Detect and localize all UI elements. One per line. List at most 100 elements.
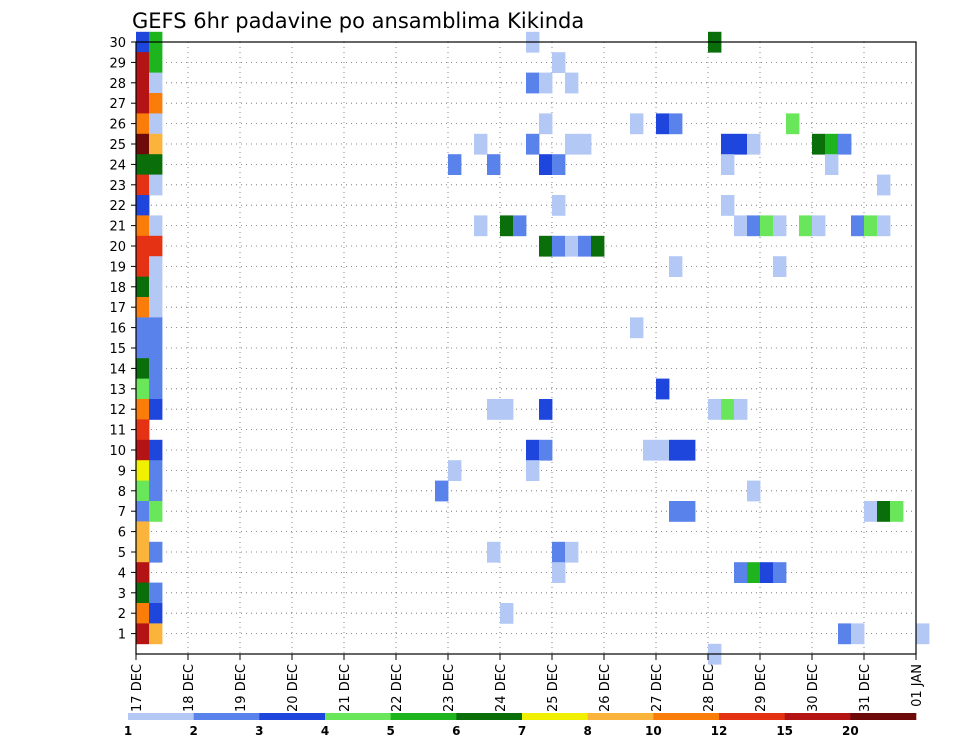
heatmap-cell bbox=[890, 501, 904, 522]
heatmap-cell bbox=[149, 358, 163, 379]
heatmap-cell bbox=[864, 501, 878, 522]
heatmap-cell bbox=[682, 439, 696, 461]
y-tick-label: 5 bbox=[118, 546, 126, 561]
heatmap-cell bbox=[539, 235, 553, 257]
heatmap-cell bbox=[708, 399, 722, 420]
colorbar-segment bbox=[784, 713, 851, 720]
colorbar-label: 1 bbox=[124, 724, 132, 738]
heatmap-cell bbox=[565, 72, 579, 94]
x-tick-label: 29 DEC bbox=[754, 664, 769, 712]
heatmap-cell bbox=[721, 399, 735, 420]
heatmap-cell bbox=[149, 174, 163, 196]
heatmap-cell bbox=[136, 562, 150, 583]
heatmap-cell bbox=[721, 195, 735, 216]
heatmap-cell bbox=[669, 113, 683, 135]
heatmap-cell bbox=[149, 256, 163, 277]
heatmap-cell bbox=[149, 541, 163, 563]
heatmap-cell bbox=[760, 562, 774, 583]
heatmap-cell bbox=[552, 541, 566, 563]
heatmap-cell bbox=[838, 133, 852, 155]
heatmap-cell bbox=[136, 582, 150, 604]
heatmap-cell bbox=[500, 399, 514, 420]
heatmap-cell bbox=[552, 562, 566, 583]
heatmap-cell bbox=[487, 399, 501, 420]
heatmap-cell bbox=[721, 154, 735, 175]
heatmap-cell bbox=[149, 480, 163, 502]
heatmap-cell bbox=[734, 562, 748, 583]
heatmap-cell bbox=[500, 215, 514, 237]
colorbar-segment bbox=[850, 713, 917, 720]
y-tick-label: 22 bbox=[109, 199, 126, 214]
heatmap-cell bbox=[136, 358, 150, 379]
colorbar-segment bbox=[587, 713, 654, 720]
heatmap-cell bbox=[136, 133, 150, 155]
heatmap-cell bbox=[539, 113, 553, 135]
heatmap-cell bbox=[851, 215, 865, 237]
heatmap-cell bbox=[149, 378, 163, 400]
heatmap-cell bbox=[513, 215, 527, 237]
x-tick-label: 27 DEC bbox=[650, 664, 665, 712]
heatmap-cell bbox=[786, 113, 800, 135]
heatmap-cell bbox=[916, 623, 930, 645]
colorbar-label: 20 bbox=[842, 724, 859, 738]
colorbar-label: 2 bbox=[189, 724, 197, 738]
heatmap-cell bbox=[136, 399, 150, 420]
x-tick-label: 28 DEC bbox=[702, 664, 717, 712]
colorbar-label: 4 bbox=[321, 724, 329, 738]
y-tick-label: 7 bbox=[118, 505, 126, 520]
heatmap-cell bbox=[721, 133, 735, 155]
heatmap-cell bbox=[487, 541, 501, 563]
y-tick-label: 30 bbox=[109, 36, 126, 51]
y-tick-label: 8 bbox=[118, 485, 126, 500]
heatmap-cell bbox=[877, 215, 891, 237]
y-tick-label: 11 bbox=[109, 424, 126, 439]
heatmap-cell bbox=[149, 235, 163, 257]
heatmap-cell bbox=[136, 235, 150, 257]
colorbar-label: 6 bbox=[452, 724, 460, 738]
heatmap-cell bbox=[851, 623, 865, 645]
heatmap-cell bbox=[630, 317, 644, 339]
y-tick-label: 16 bbox=[109, 322, 126, 337]
y-tick-label: 15 bbox=[109, 342, 126, 357]
heatmap-cell bbox=[773, 256, 787, 277]
heatmap-cell bbox=[565, 235, 579, 257]
colorbar-label: 7 bbox=[518, 724, 526, 738]
y-tick-label: 21 bbox=[109, 220, 126, 235]
heatmap-cell bbox=[747, 562, 761, 583]
y-tick-label: 9 bbox=[118, 464, 126, 479]
colorbar-segment bbox=[653, 713, 720, 720]
x-tick-label: 18 DEC bbox=[182, 664, 197, 712]
heatmap-cell bbox=[136, 72, 150, 94]
heatmap-cell bbox=[149, 603, 163, 624]
heatmap-cell bbox=[734, 399, 748, 420]
y-tick-label: 10 bbox=[109, 444, 126, 459]
x-tick-label: 23 DEC bbox=[442, 664, 457, 712]
chart-title: GEFS 6hr padavine po ansamblima Kikinda bbox=[132, 9, 584, 33]
heatmap-cell bbox=[149, 439, 163, 461]
x-tick-label: 26 DEC bbox=[598, 664, 613, 712]
heatmap-cell bbox=[500, 603, 514, 624]
x-tick-label: 24 DEC bbox=[494, 664, 509, 712]
x-tick-label: 25 DEC bbox=[546, 664, 561, 712]
y-tick-label: 3 bbox=[118, 587, 126, 602]
x-tick-label: 19 DEC bbox=[234, 664, 249, 712]
y-tick-label: 29 bbox=[109, 56, 126, 71]
heatmap-cell bbox=[773, 562, 787, 583]
heatmap-cell bbox=[136, 460, 150, 481]
heatmap-cell bbox=[136, 419, 150, 441]
heatmap-cell bbox=[136, 501, 150, 522]
heatmap-cell bbox=[136, 317, 150, 339]
heatmap-cell bbox=[630, 113, 644, 135]
heatmap-cell bbox=[812, 215, 826, 237]
y-tick-label: 17 bbox=[109, 301, 126, 316]
heatmap-cell bbox=[435, 480, 449, 502]
heatmap-cell bbox=[136, 154, 150, 175]
heatmap-cell bbox=[136, 195, 150, 216]
heatmap-cell bbox=[747, 215, 761, 237]
heatmap-cell bbox=[149, 113, 163, 135]
colorbar-label: 12 bbox=[711, 724, 728, 738]
colorbar-segment bbox=[259, 713, 326, 720]
y-tick-label: 2 bbox=[118, 607, 126, 622]
heatmap-cell bbox=[149, 501, 163, 522]
